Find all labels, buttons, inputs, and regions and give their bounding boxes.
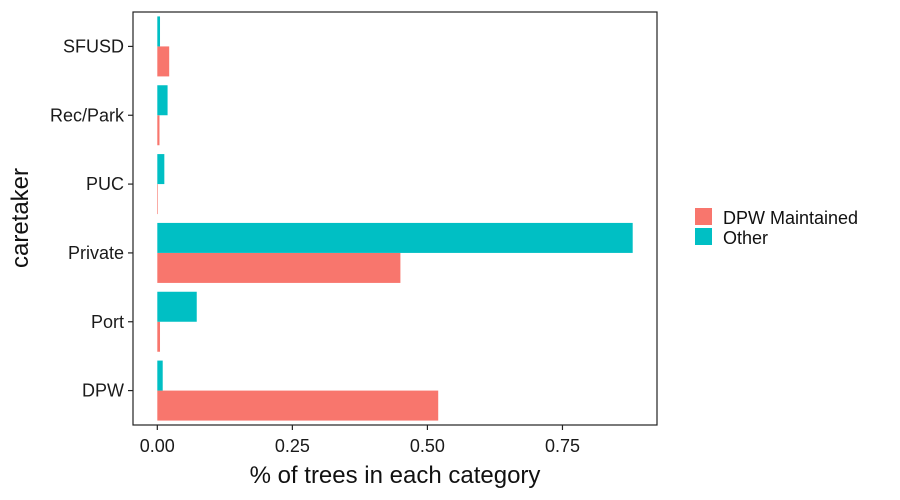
- y-tick-label-port: Port: [91, 312, 124, 332]
- y-axis-title: caretaker: [7, 168, 34, 268]
- y-tick-label-sfusd: SFUSD: [63, 36, 124, 56]
- bar-dpw-other: [157, 360, 163, 391]
- legend-swatch-other: [695, 228, 712, 245]
- x-tick-label: 0.75: [545, 436, 580, 456]
- y-tick-label-puc: PUC: [86, 174, 124, 194]
- x-tick-label: 0.00: [140, 436, 175, 456]
- legend: DPW Maintained Other: [695, 208, 858, 248]
- x-tick-label: 0.25: [275, 436, 310, 456]
- y-tick-label-private: Private: [68, 243, 124, 263]
- bar-private-other: [157, 222, 633, 253]
- y-tick-label-dpw: DPW: [82, 381, 124, 401]
- legend-swatch-dpw-maintained: [695, 208, 712, 225]
- plot-panel-border: [132, 11, 658, 426]
- bar-sfusd-other: [157, 16, 161, 47]
- bar-port-dpw-maintained: [157, 321, 161, 352]
- bar-puc-other: [157, 154, 165, 185]
- bar-rec-park-dpw-maintained: [157, 115, 160, 146]
- legend-label-dpw-maintained: DPW Maintained: [723, 208, 858, 228]
- legend-label-other: Other: [723, 228, 768, 248]
- bar-puc-dpw-maintained: [157, 184, 158, 215]
- bar-rec-park-other: [157, 85, 168, 116]
- x-tick-label: 0.50: [410, 436, 445, 456]
- bar-sfusd-dpw-maintained: [157, 46, 170, 77]
- bar-dpw-dpw-maintained: [157, 390, 439, 421]
- bar-private-dpw-maintained: [157, 252, 401, 283]
- bars-layer: [157, 16, 633, 421]
- y-tick-label-rec-park: Rec/Park: [50, 105, 125, 125]
- y-axis: DPW Port Private PUC Rec/Park SFUSD: [50, 36, 133, 401]
- x-axis-title: % of trees in each category: [250, 462, 541, 489]
- x-axis: 0.00 0.25 0.50 0.75: [140, 425, 580, 456]
- bar-port-other: [157, 291, 197, 322]
